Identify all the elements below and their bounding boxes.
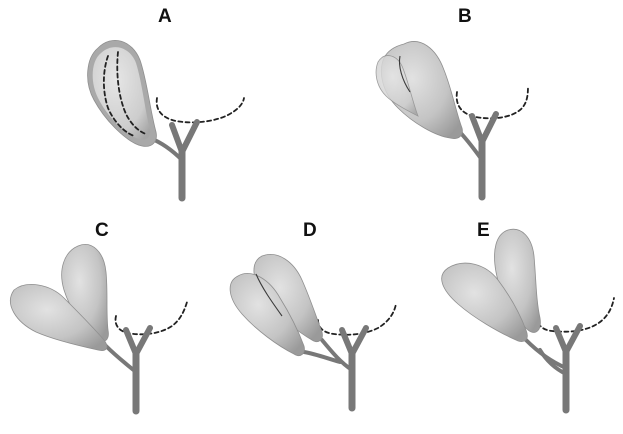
septum-dashed <box>102 55 135 137</box>
bile-duct-tree <box>454 111 499 201</box>
gallbladder-lower <box>229 273 305 356</box>
bile-duct-tree <box>148 119 200 202</box>
panel-c-label: C <box>95 220 109 241</box>
bile-duct-tree <box>104 325 153 415</box>
panel-e-label: E <box>477 220 490 241</box>
duplicated-gallbladder <box>441 228 541 342</box>
panel-c: C <box>10 220 188 415</box>
liver-border-dashed <box>114 301 188 336</box>
liver-border-dashed <box>155 97 245 124</box>
bilobed-gallbladder <box>375 41 463 139</box>
panel-d-label: D <box>303 220 317 241</box>
lobe-division-line <box>398 55 411 93</box>
liver-border-dashed <box>536 297 615 333</box>
gallbladder-lower <box>441 262 528 342</box>
panel-a: A <box>87 6 245 202</box>
panel-b-label: B <box>458 6 472 27</box>
gallbladder-lower <box>10 284 108 351</box>
gallbladder-upper <box>494 228 541 333</box>
panel-b: B <box>375 6 529 201</box>
duplicated-gallbladder <box>10 244 109 351</box>
gallbladder <box>87 39 157 147</box>
liver-border-dashed <box>455 85 529 120</box>
bile-duct-tree <box>302 325 369 412</box>
liver-border-dashed <box>317 303 397 336</box>
lobe-division-line <box>255 273 283 317</box>
gallbladder-lumen <box>92 47 151 140</box>
gallbladder-upper <box>61 244 109 342</box>
bile-duct-tree <box>524 323 583 414</box>
panel-a-label: A <box>158 6 172 27</box>
panel-e: E <box>441 220 615 414</box>
panel-d: D <box>229 220 397 412</box>
v-shaped-gallbladder <box>229 254 323 356</box>
